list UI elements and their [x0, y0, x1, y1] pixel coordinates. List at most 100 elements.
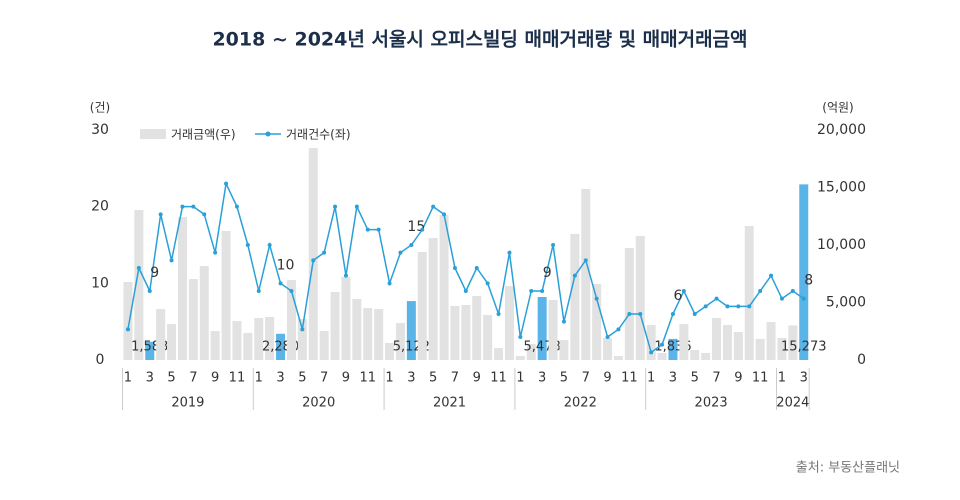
- x-tick-label: 1: [124, 371, 132, 386]
- line-dot: [463, 289, 468, 293]
- line-value-label: 6: [673, 288, 682, 304]
- line-dot: [267, 243, 272, 247]
- year-label: 2019: [171, 396, 204, 411]
- line-dot: [376, 227, 381, 232]
- bar: [657, 352, 667, 360]
- line-dot: [638, 312, 643, 316]
- line-dot: [322, 250, 327, 255]
- y-unit: (건): [90, 101, 110, 115]
- line-dot: [147, 289, 152, 293]
- x-tick-label: 7: [189, 371, 197, 386]
- line-value-label: 9: [150, 265, 159, 281]
- x-tick-label: 1: [516, 371, 524, 386]
- y-tick-label: 20: [91, 199, 109, 215]
- bar: [504, 286, 514, 360]
- x-tick-label: 3: [538, 371, 546, 386]
- x-tick-label: 3: [800, 371, 808, 386]
- x-tick-label: 9: [211, 371, 219, 386]
- line-dot: [256, 289, 261, 293]
- bar: [755, 338, 765, 360]
- legend-dot: [265, 131, 271, 137]
- line-dot: [420, 227, 425, 232]
- x-tick-label: 11: [490, 371, 507, 386]
- bar: [668, 338, 678, 360]
- line-dot: [125, 327, 130, 332]
- bar: [690, 349, 700, 360]
- bar: [472, 295, 482, 360]
- bar: [385, 342, 395, 360]
- line-dot: [409, 243, 414, 247]
- x-tick-label: 3: [146, 371, 154, 386]
- line-dot: [289, 289, 294, 293]
- line-dot: [245, 243, 250, 247]
- bar: [537, 297, 547, 360]
- bar: [308, 148, 318, 360]
- line-dot: [583, 258, 588, 263]
- x-tick-label: 9: [734, 371, 742, 386]
- year-label: 2021: [433, 396, 466, 411]
- x-tick-label: 5: [167, 371, 175, 386]
- x-tick-label: 5: [298, 371, 306, 386]
- chart-title: 2018 ~ 2024년 서울시 오피스빌딩 매매거래량 및 매매거래금액: [212, 29, 747, 51]
- bar: [581, 188, 591, 360]
- bar: [450, 305, 460, 360]
- line-dot: [485, 281, 490, 286]
- line-dot: [703, 304, 708, 309]
- line-dot: [496, 312, 501, 316]
- bar: [199, 266, 209, 360]
- x-tick-label: 11: [359, 371, 376, 386]
- x-tick-label: 1: [255, 371, 263, 386]
- x-tick-label: 9: [603, 371, 611, 386]
- y2-unit: (억원): [822, 101, 853, 115]
- y-tick-label: 30: [91, 122, 109, 138]
- x-tick-label: 7: [712, 371, 720, 386]
- line-dot: [747, 304, 752, 309]
- line-dot: [169, 258, 174, 263]
- bar: [483, 315, 493, 360]
- line-dot: [681, 289, 686, 293]
- bar: [177, 217, 187, 360]
- bar: [188, 279, 198, 360]
- bar: [777, 338, 787, 360]
- line-dot: [180, 204, 185, 209]
- line-dot: [224, 181, 229, 186]
- line-dot: [779, 296, 784, 301]
- line-value-label: 10: [277, 257, 295, 273]
- line-dot: [213, 250, 218, 255]
- y2-tick-label: 10,000: [817, 237, 866, 253]
- line-dot: [529, 289, 534, 293]
- line-dot: [442, 212, 447, 217]
- line-dot: [518, 335, 523, 339]
- bar: [123, 282, 133, 360]
- line-dot: [594, 296, 599, 301]
- x-tick-label: 9: [342, 371, 350, 386]
- x-tick-label: 5: [691, 371, 699, 386]
- line-dot: [649, 350, 654, 355]
- bar: [548, 299, 558, 360]
- line-dot: [507, 250, 512, 255]
- bar: [635, 236, 645, 360]
- bar: [515, 355, 525, 360]
- bar: [167, 324, 177, 360]
- bar: [265, 316, 275, 360]
- year-label: 2024: [776, 396, 809, 411]
- bar: [243, 332, 253, 360]
- bar: [526, 344, 536, 360]
- bar-value-label: 15,273: [781, 340, 827, 355]
- line-dot: [670, 312, 675, 316]
- bar: [461, 305, 471, 360]
- line-dot: [790, 289, 795, 293]
- x-tick-label: 7: [320, 371, 328, 386]
- line-dot: [278, 281, 283, 286]
- bar: [712, 318, 722, 360]
- line-dot: [572, 273, 577, 278]
- bar: [570, 233, 580, 360]
- bar: [330, 292, 340, 360]
- bar: [624, 247, 634, 360]
- bar: [788, 325, 798, 360]
- line-dot: [627, 312, 632, 316]
- y-tick-label: 10: [91, 275, 109, 291]
- line-dot: [387, 281, 392, 286]
